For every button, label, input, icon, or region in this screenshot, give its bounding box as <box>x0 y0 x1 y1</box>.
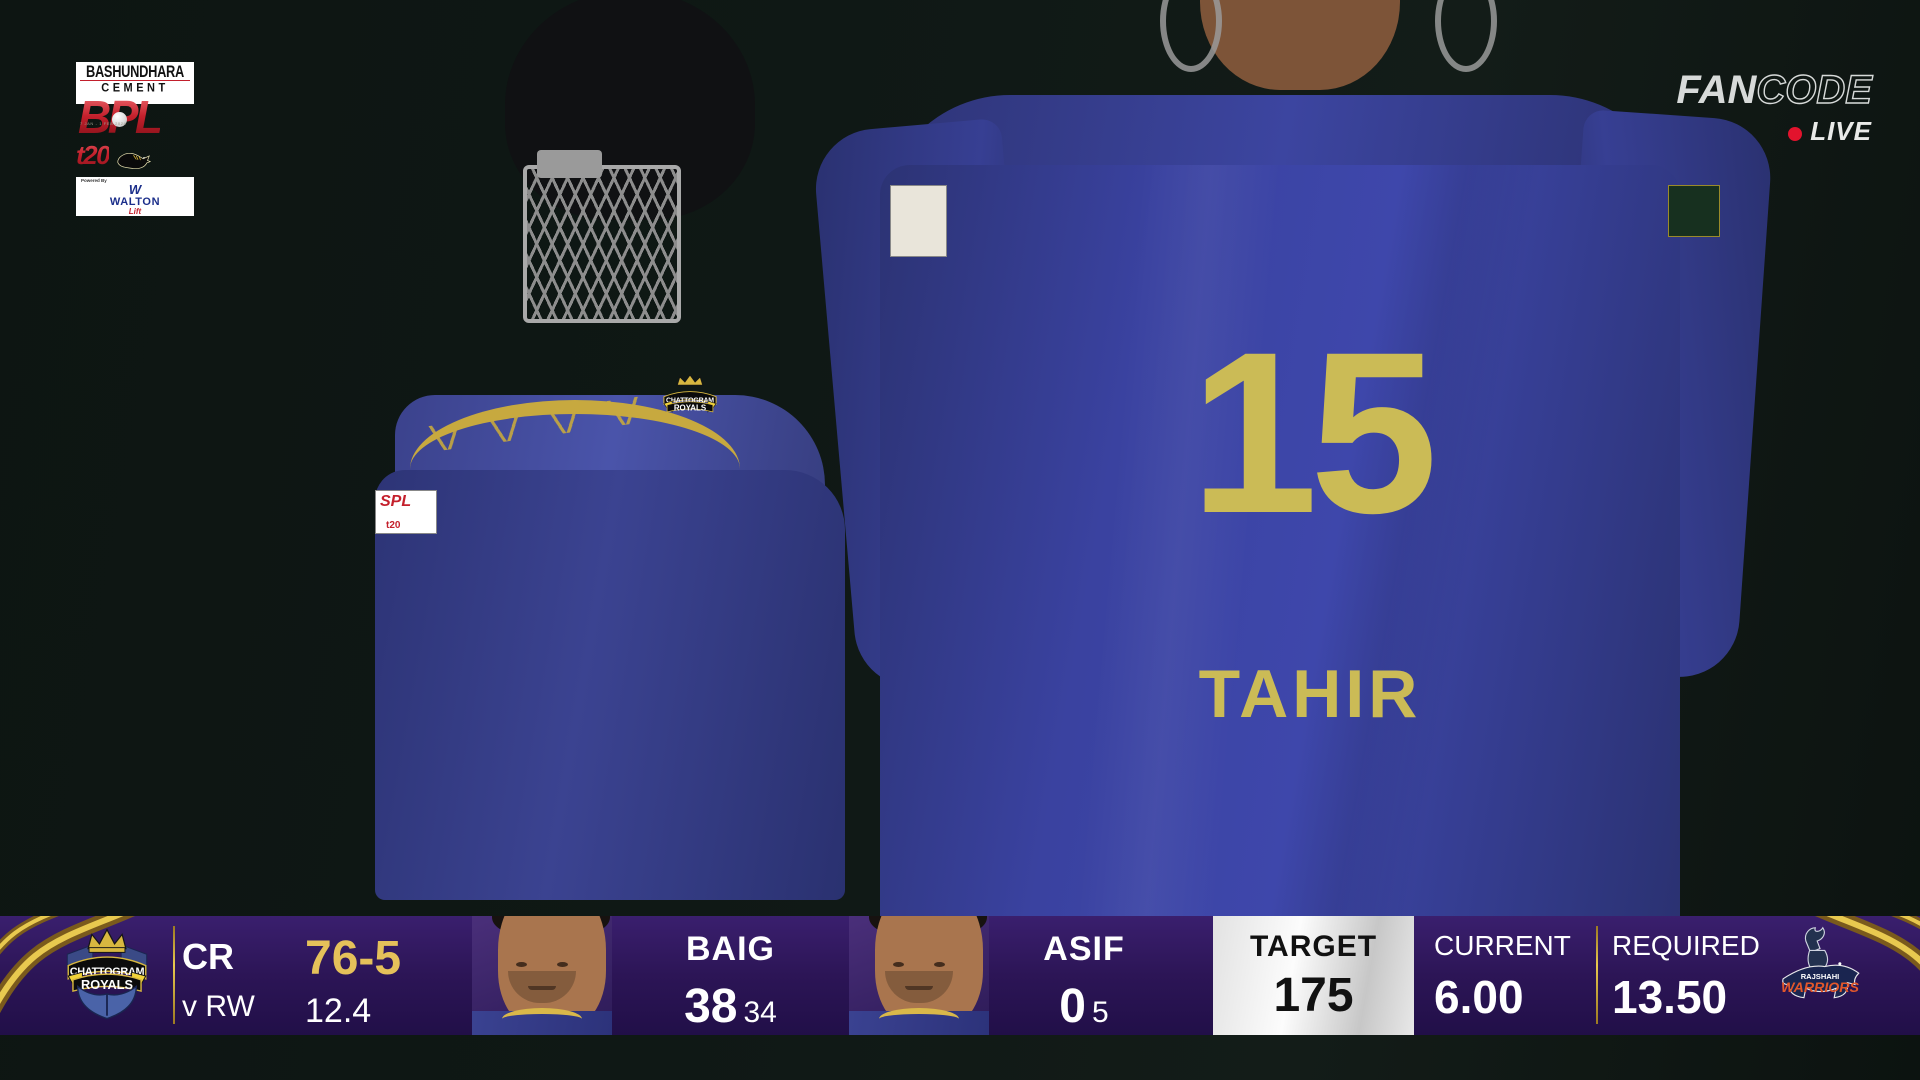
svg-text:ROYALS: ROYALS <box>81 977 133 992</box>
svg-text:ROYALS: ROYALS <box>674 404 706 413</box>
svg-text:WARRIORS: WARRIORS <box>1781 980 1859 996</box>
